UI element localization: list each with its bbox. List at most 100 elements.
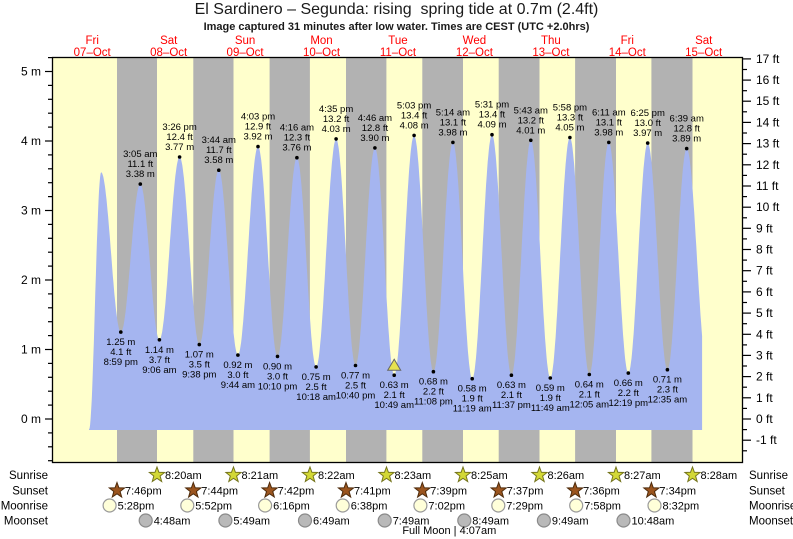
low-tide-label: 2.1 ft <box>579 390 600 401</box>
axis-label-left: 4 m <box>21 134 41 148</box>
sunrise-icon <box>301 465 319 483</box>
astro-rows: Sunrise Sunrise 8:20am 8:21am 8:22am 8:23am 8:… <box>1 465 793 537</box>
moonset-time-label: 6:49am <box>313 516 350 528</box>
high-tide-label: 12.3 ft <box>284 133 311 144</box>
tide-extreme-dot <box>509 373 514 378</box>
high-tide-label: 4:35 pm <box>319 104 353 115</box>
moonrise-time-label: 8:32pm <box>663 501 700 513</box>
low-tide-label: 3.0 ft <box>227 370 248 381</box>
sunrise-time-label: 8:22am <box>318 470 355 482</box>
sunset-time-label: 7:39pm <box>430 486 467 498</box>
high-tide-label: 12.4 ft <box>166 132 193 143</box>
full-moon-label: Full Moon | 4:07am <box>402 525 496 537</box>
moonrise-icon <box>491 498 506 513</box>
tide-extreme-dot <box>275 354 280 359</box>
high-tide-label: 3:44 am <box>202 135 236 146</box>
sunrise-icon <box>224 465 243 483</box>
low-tide-label: 9:44 am <box>221 380 255 391</box>
low-tide-label: 10:18 am <box>296 392 336 403</box>
low-tide-label: 0.90 m <box>263 361 292 372</box>
astro-row-label-left: Sunset <box>12 486 49 498</box>
low-tide-label: 3.5 ft <box>189 360 210 371</box>
tide-extreme-dot <box>607 140 611 145</box>
high-tide-label: 13.4 ft <box>479 110 506 121</box>
tide-extreme-dot <box>295 155 299 160</box>
moonset-time-label: 10:48am <box>632 516 675 528</box>
moonset-icon <box>218 513 233 528</box>
high-tide-label: 3.38 m <box>126 169 155 180</box>
low-tide-label: 2.5 ft <box>345 381 366 392</box>
sunset-time-label: 7:37pm <box>507 486 544 498</box>
moonrise-time-label: 7:58pm <box>584 501 621 513</box>
low-tide-label: 0.59 m <box>536 383 565 394</box>
sunrise-icon <box>607 465 625 483</box>
low-tide-label: 11:49 am <box>531 403 570 414</box>
tide-extreme-dot <box>157 338 162 342</box>
high-tide-label: 4.09 m <box>477 120 506 131</box>
low-tide-label: 2.1 ft <box>384 390 405 401</box>
moonset-time-label: 4:48am <box>154 516 191 528</box>
sunset-time-label: 7:34pm <box>659 486 696 498</box>
sunrise-icon <box>377 465 396 483</box>
moonset-icon <box>297 513 313 528</box>
sunset-time-label: 7:42pm <box>278 486 315 498</box>
tide-extreme-dot <box>353 363 358 368</box>
high-tide-label: 4:46 am <box>358 113 392 124</box>
sunrise-icon <box>454 465 472 483</box>
tide-extreme-dot <box>548 376 553 380</box>
tide-extreme-dot <box>138 182 143 186</box>
axis-label-right: 14 ft <box>756 115 780 129</box>
sunset-time-label: 7:44pm <box>201 486 238 498</box>
sunrise-time-label: 8:25am <box>471 470 508 482</box>
day-date-label: 11–Oct <box>380 47 417 59</box>
sunset-icon <box>107 481 126 499</box>
low-tide-label: 2.1 ft <box>501 390 522 401</box>
high-tide-label: 6:11 am <box>592 107 626 118</box>
axis-label-left: 3 m <box>21 204 41 218</box>
high-tide-label: 3.90 m <box>360 133 389 144</box>
day-date-label: 14–Oct <box>609 47 647 59</box>
moonrise-time-label: 5:28pm <box>118 501 155 513</box>
low-tide-label: 8:59 pm <box>104 357 138 368</box>
high-tide-label: 13.0 ft <box>634 118 661 129</box>
high-tide-label: 5:14 am <box>436 107 470 118</box>
current-time-marker <box>386 358 402 371</box>
low-tide-label: 0.77 m <box>341 371 370 382</box>
low-tide-label: 0.63 m <box>380 380 409 391</box>
low-tide-label: 12:35 am <box>648 395 688 406</box>
sunrise-time-label: 8:21am <box>242 470 279 482</box>
tide-extreme-dot <box>470 376 475 381</box>
low-tide-label: 4.1 ft <box>110 347 131 358</box>
moonrise-time-label: 7:02pm <box>428 501 465 513</box>
astro-row-label-right: Moonrise <box>749 501 793 513</box>
axis-label-right: 12 ft <box>756 158 780 172</box>
low-tide-label: 2.2 ft <box>618 388 639 399</box>
tide-extreme-dot <box>392 373 397 378</box>
low-tide-label: 12:05 am <box>569 400 609 411</box>
high-tide-label: 3.77 m <box>165 142 194 153</box>
chart-subtitle: Image captured 31 minutes after low wate… <box>203 21 590 33</box>
day-name-label: Fri <box>85 35 98 47</box>
tide-extreme-dot <box>334 137 338 141</box>
high-tide-label: 12.9 ft <box>245 122 272 133</box>
axis-label-right: 1 ft <box>756 391 773 405</box>
high-tide-label: 13.3 ft <box>557 113 584 124</box>
high-tide-label: 3.92 m <box>243 132 272 143</box>
tide-extreme-dot <box>119 330 123 334</box>
tide-extreme-dot <box>684 146 689 151</box>
moonset-time-label: 9:49am <box>552 516 589 528</box>
sunset-icon <box>566 481 585 499</box>
day-date-label: 12–Oct <box>456 47 494 59</box>
axis-label-left: 5 m <box>21 65 41 79</box>
moonrise-icon <box>335 498 350 513</box>
axis-label-right: 7 ft <box>756 264 773 278</box>
astro-row-label-right: Sunrise <box>749 470 788 482</box>
tide-extreme-dot <box>256 144 260 149</box>
day-name-label: Fri <box>621 35 634 47</box>
tide-extreme-dot <box>568 135 572 140</box>
axis-label-right: 15 ft <box>756 94 780 108</box>
tide-extreme-dot <box>431 369 436 374</box>
high-tide-label: 5:43 am <box>514 105 548 116</box>
